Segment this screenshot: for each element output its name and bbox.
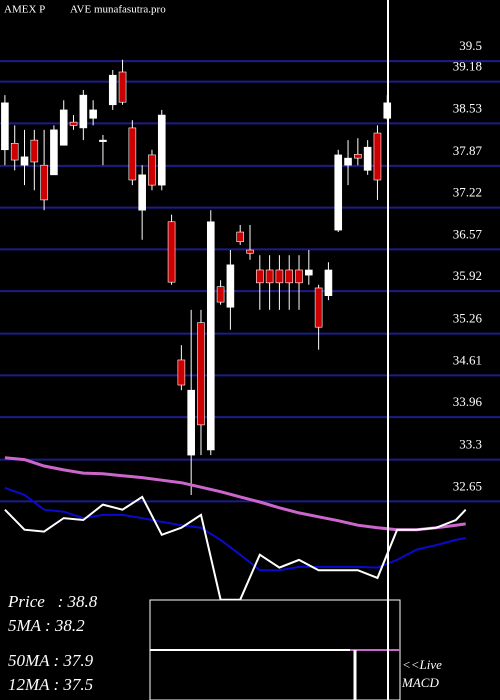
candle-body xyxy=(187,389,195,456)
macd-box xyxy=(149,599,401,700)
y-tick-label: 34.61 xyxy=(453,352,482,367)
y-tick-label: 37.22 xyxy=(453,185,482,200)
y-tick-label: 32.65 xyxy=(453,478,482,493)
y-tick-label: 36.57 xyxy=(453,226,483,241)
candle-body xyxy=(344,157,352,166)
candle-body xyxy=(285,269,294,284)
candle-body xyxy=(20,156,29,166)
candle-body xyxy=(314,287,323,328)
candle-body xyxy=(108,74,117,106)
candle-body xyxy=(118,71,127,103)
live-label: <<Live xyxy=(402,657,442,672)
candle-body xyxy=(40,164,48,201)
y-tick-label: 39.18 xyxy=(453,59,482,74)
candle-body xyxy=(206,221,215,451)
candle-body xyxy=(167,221,176,283)
y-tick-label: 38.53 xyxy=(453,100,482,115)
y-tick-label: 37.87 xyxy=(453,143,483,158)
candle-body xyxy=(295,269,303,284)
candle-body xyxy=(275,269,284,284)
candle-body xyxy=(305,269,313,276)
grid: 39.5 39.18 38.53 37.87 37.22 36.57 35.92 35.26 3… xyxy=(0,38,500,503)
candle-body xyxy=(128,127,137,181)
candle-body xyxy=(89,109,97,119)
candle-body xyxy=(69,121,78,126)
candle-body xyxy=(50,129,58,176)
candle-body xyxy=(197,322,205,426)
info-12ma: 12MA : 37.5 xyxy=(8,675,93,694)
candle-body xyxy=(99,139,107,142)
info-50ma: 50MA : 37.9 xyxy=(8,651,94,670)
candles xyxy=(1,59,392,495)
candle-body xyxy=(79,94,88,129)
candle-body xyxy=(157,114,166,186)
indicator-line xyxy=(4,486,466,572)
y-tick-label: 33.3 xyxy=(459,437,482,452)
candle-body xyxy=(177,359,186,386)
candle-body xyxy=(148,154,156,186)
title-right: AVE munafasutra.pro xyxy=(70,4,166,16)
y-tick-label: 35.26 xyxy=(453,311,483,326)
candle-body xyxy=(256,269,264,284)
candle-body xyxy=(373,132,382,181)
candle-body xyxy=(354,153,362,159)
title-left: AMEX P xyxy=(4,4,45,16)
y-tick-label: 39.5 xyxy=(459,38,482,53)
candle-body xyxy=(334,154,343,231)
macd-label: MACD xyxy=(401,675,439,690)
candle-body xyxy=(363,146,372,171)
y-tick-label: 35.92 xyxy=(453,268,482,283)
candle-body xyxy=(138,174,146,211)
candle-body xyxy=(10,143,19,161)
candle-body xyxy=(324,269,333,296)
candle-body xyxy=(265,269,274,284)
candle-body xyxy=(30,139,39,163)
candle-body xyxy=(1,102,9,151)
candle-body xyxy=(59,109,68,146)
y-tick-label: 33.96 xyxy=(453,394,483,409)
candle-body xyxy=(216,286,225,303)
candle-body xyxy=(226,264,235,308)
info-price: Price : 38.8 xyxy=(7,592,98,611)
candle-body xyxy=(246,249,254,254)
info-5ma: 5MA : 38.2 xyxy=(8,616,85,635)
candle-body xyxy=(236,231,244,242)
